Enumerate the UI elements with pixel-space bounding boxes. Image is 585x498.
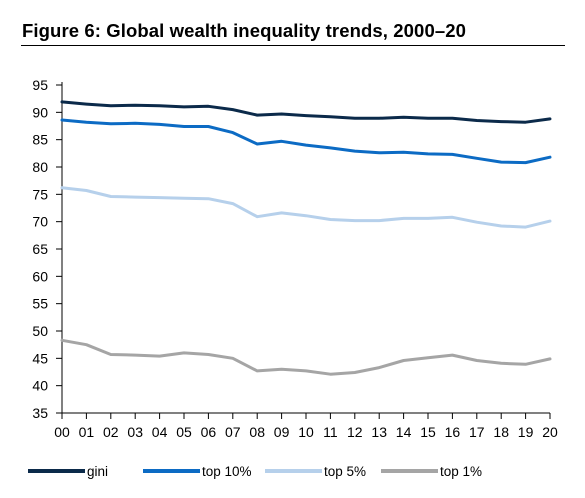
- x-tick-label: 19: [518, 424, 534, 440]
- y-tick-label: 95: [32, 77, 48, 93]
- y-tick-label: 60: [32, 268, 48, 284]
- legend-item-top-5: top 5%: [265, 464, 366, 479]
- y-tick-label: 80: [32, 159, 48, 175]
- legend-label: top 5%: [324, 464, 366, 479]
- legend-label: gini: [87, 464, 108, 479]
- y-tick-label: 45: [32, 350, 48, 366]
- x-tick-label: 13: [371, 424, 387, 440]
- y-tick-label: 85: [32, 132, 48, 148]
- series-line-gini: [60, 100, 552, 124]
- series-line-top-1: [60, 338, 552, 376]
- x-tick-label: 01: [79, 424, 95, 440]
- figure-title: Figure 6: Global wealth inequality trend…: [22, 20, 466, 41]
- legend-item-top-10: top 10%: [143, 464, 252, 479]
- legend-label: top 10%: [202, 464, 252, 479]
- x-tick-label: 20: [542, 424, 558, 440]
- legend-item-top-1: top 1%: [381, 464, 482, 479]
- series-line-top-10: [60, 118, 552, 165]
- x-tick-label: 09: [274, 424, 290, 440]
- x-tick-label: 06: [201, 424, 217, 440]
- x-tick-label: 12: [347, 424, 363, 440]
- y-tick-label: 65: [32, 241, 48, 257]
- x-tick-label: 00: [54, 424, 70, 440]
- x-tick-label: 04: [152, 424, 168, 440]
- series-line-top-5: [60, 186, 552, 229]
- x-tick-label: 15: [420, 424, 436, 440]
- x-tick-label: 11: [323, 424, 338, 440]
- x-tick-label: 14: [396, 424, 412, 440]
- x-tick-label: 17: [469, 424, 485, 440]
- y-tick-label: 40: [32, 378, 48, 394]
- x-tick-label: 05: [176, 424, 192, 440]
- legend-label: top 1%: [440, 464, 482, 479]
- y-tick-label: 70: [32, 214, 48, 230]
- x-tick-label: 03: [127, 424, 143, 440]
- legend-item-gini: gini: [28, 464, 108, 479]
- title-rule: [21, 45, 565, 46]
- series-layer: [60, 100, 552, 376]
- x-tick-label: 16: [445, 424, 461, 440]
- x-tick-label: 10: [298, 424, 314, 440]
- y-tick-label: 35: [32, 405, 48, 421]
- x-tick-label: 18: [493, 424, 509, 440]
- y-tick-label: 50: [32, 323, 48, 339]
- y-tick-label: 90: [32, 104, 48, 120]
- chart-legend: gini top 10% top 5% top 1%: [28, 464, 482, 479]
- y-tick-label: 75: [32, 186, 48, 202]
- x-tick-label: 08: [249, 424, 265, 440]
- x-tick-label: 07: [225, 424, 241, 440]
- chart-axes: 35 40 45 50 55 60 65 70 75 80 85 90 95 00 01 02 03 04 05 06…: [32, 77, 558, 440]
- y-tick-label: 55: [32, 296, 48, 312]
- x-tick-label: 02: [103, 424, 119, 440]
